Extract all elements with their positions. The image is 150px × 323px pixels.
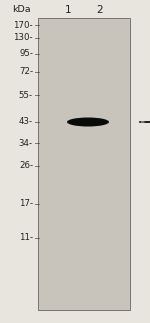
Text: 170-: 170- bbox=[13, 20, 33, 29]
Ellipse shape bbox=[67, 118, 109, 127]
Text: 11-: 11- bbox=[19, 234, 33, 243]
Text: 2: 2 bbox=[97, 5, 103, 15]
Text: kDa: kDa bbox=[12, 5, 31, 15]
Text: 72-: 72- bbox=[19, 68, 33, 77]
Text: 26-: 26- bbox=[19, 162, 33, 171]
Text: 95-: 95- bbox=[19, 49, 33, 58]
Text: 43-: 43- bbox=[19, 118, 33, 127]
Text: 34-: 34- bbox=[19, 139, 33, 148]
Text: 55-: 55- bbox=[19, 90, 33, 99]
Bar bbox=[38, 18, 130, 310]
Text: 1: 1 bbox=[65, 5, 71, 15]
Text: 17-: 17- bbox=[19, 200, 33, 209]
Text: 130-: 130- bbox=[13, 34, 33, 43]
